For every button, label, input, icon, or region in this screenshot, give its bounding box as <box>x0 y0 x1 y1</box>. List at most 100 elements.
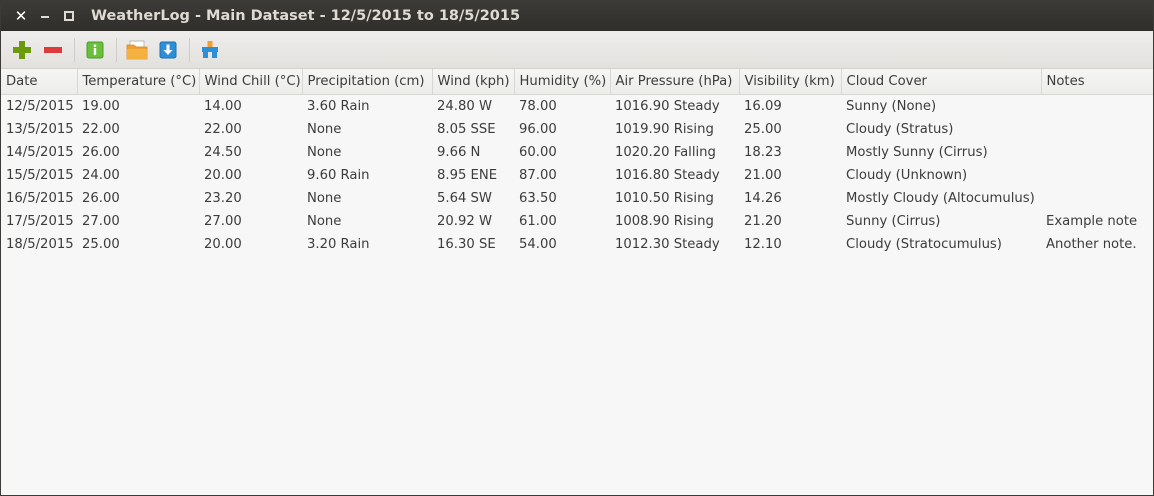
cell-cloud-cover: Sunny (Cirrus) <box>841 210 1041 233</box>
cell-humidity: 61.00 <box>514 210 610 233</box>
close-icon: ✕ <box>14 6 28 25</box>
cell-precipitation: 9.60 Rain <box>302 164 432 187</box>
cell-visibility: 16.09 <box>739 94 841 118</box>
cell-air-pressure: 1012.30 Steady <box>610 233 739 256</box>
table-row[interactable]: 15/5/2015 24.00 20.00 9.60 Rain 8.95 ENE… <box>1 164 1153 187</box>
info-icon <box>86 41 104 58</box>
cell-precipitation: None <box>302 118 432 141</box>
cell-visibility: 18.23 <box>739 141 841 164</box>
cell-precipitation: None <box>302 187 432 210</box>
maximize-icon <box>64 11 74 21</box>
download-icon <box>159 41 177 58</box>
cell-notes: Another note. <box>1041 233 1153 256</box>
column-header-wind[interactable]: Wind (kph) <box>432 69 515 95</box>
cell-wind: 20.92 W <box>432 210 514 233</box>
column-header-wind-chill[interactable]: Wind Chill (°C) <box>199 69 303 95</box>
cell-precipitation: 3.60 Rain <box>302 94 432 118</box>
cell-date: 14/5/2015 <box>1 141 77 164</box>
open-folder-icon <box>126 40 148 59</box>
column-header-cloud-cover[interactable]: Cloud Cover <box>841 69 1042 95</box>
cell-notes <box>1041 187 1153 210</box>
cell-temperature: 26.00 <box>77 141 199 164</box>
cell-notes <box>1041 118 1153 141</box>
cell-wind: 16.30 SE <box>432 233 514 256</box>
cell-cloud-cover: Mostly Cloudy (Altocumulus) <box>841 187 1041 210</box>
cell-air-pressure: 1010.50 Rising <box>610 187 739 210</box>
column-header-humidity[interactable]: Humidity (%) <box>514 69 611 95</box>
toolbar-separator <box>189 37 190 62</box>
remove-button[interactable] <box>42 39 64 61</box>
table-row[interactable]: 14/5/2015 26.00 24.50 None 9.66 N 60.00 … <box>1 141 1153 164</box>
cell-visibility: 14.26 <box>739 187 841 210</box>
minimize-window-button[interactable] <box>33 1 57 31</box>
remove-icon <box>44 46 62 53</box>
tools-icon <box>202 40 218 58</box>
cell-wind-chill: 24.50 <box>199 141 302 164</box>
cell-cloud-cover: Cloudy (Stratocumulus) <box>841 233 1041 256</box>
cell-date: 17/5/2015 <box>1 210 77 233</box>
cell-humidity: 96.00 <box>514 118 610 141</box>
table-row[interactable]: 18/5/2015 25.00 20.00 3.20 Rain 16.30 SE… <box>1 233 1153 256</box>
cell-air-pressure: 1016.90 Steady <box>610 94 739 118</box>
cell-wind-chill: 27.00 <box>199 210 302 233</box>
cell-temperature: 22.00 <box>77 118 199 141</box>
cell-temperature: 19.00 <box>77 94 199 118</box>
cell-humidity: 87.00 <box>514 164 610 187</box>
cell-wind: 9.66 N <box>432 141 514 164</box>
cell-cloud-cover: Cloudy (Unknown) <box>841 164 1041 187</box>
cell-air-pressure: 1020.20 Falling <box>610 141 739 164</box>
cell-notes <box>1041 164 1153 187</box>
cell-humidity: 63.50 <box>514 187 610 210</box>
cell-date: 15/5/2015 <box>1 164 77 187</box>
table-row[interactable]: 13/5/2015 22.00 22.00 None 8.05 SSE 96.0… <box>1 118 1153 141</box>
table-row[interactable]: 12/5/2015 19.00 14.00 3.60 Rain 24.80 W … <box>1 94 1153 118</box>
cell-precipitation: None <box>302 141 432 164</box>
column-header-notes[interactable]: Notes <box>1041 69 1153 95</box>
cell-wind-chill: 14.00 <box>199 94 302 118</box>
cell-precipitation: 3.20 Rain <box>302 233 432 256</box>
cell-wind-chill: 23.20 <box>199 187 302 210</box>
cell-air-pressure: 1008.90 Rising <box>610 210 739 233</box>
cell-temperature: 24.00 <box>77 164 199 187</box>
add-button[interactable] <box>11 39 33 61</box>
cell-wind-chill: 22.00 <box>199 118 302 141</box>
cell-visibility: 12.10 <box>739 233 841 256</box>
cell-precipitation: None <box>302 210 432 233</box>
cell-wind: 24.80 W <box>432 94 514 118</box>
column-header-temperature[interactable]: Temperature (°C) <box>77 69 200 95</box>
weather-data-table: Date Temperature (°C) Wind Chill (°C) Pr… <box>1 69 1153 256</box>
cell-date: 16/5/2015 <box>1 187 77 210</box>
cell-notes <box>1041 141 1153 164</box>
cell-notes <box>1041 94 1153 118</box>
column-header-date[interactable]: Date <box>1 69 78 95</box>
table-row[interactable]: 17/5/2015 27.00 27.00 None 20.92 W 61.00… <box>1 210 1153 233</box>
info-button[interactable] <box>84 39 106 61</box>
toolbar-separator <box>74 37 75 62</box>
close-window-button[interactable]: ✕ <box>9 1 33 31</box>
column-header-air-pressure[interactable]: Air Pressure (hPa) <box>610 69 740 95</box>
cell-air-pressure: 1016.80 Steady <box>610 164 739 187</box>
table-row[interactable]: 16/5/2015 26.00 23.20 None 5.64 SW 63.50… <box>1 187 1153 210</box>
toolbar-separator <box>116 37 117 62</box>
open-button[interactable] <box>126 39 148 61</box>
cell-cloud-cover: Mostly Sunny (Cirrus) <box>841 141 1041 164</box>
cell-date: 18/5/2015 <box>1 233 77 256</box>
column-header-visibility[interactable]: Visibility (km) <box>739 69 842 95</box>
cell-temperature: 27.00 <box>77 210 199 233</box>
maximize-window-button[interactable] <box>57 1 81 31</box>
cell-notes: Example note <box>1041 210 1153 233</box>
cell-visibility: 21.20 <box>739 210 841 233</box>
cell-wind: 8.05 SSE <box>432 118 514 141</box>
cell-humidity: 60.00 <box>514 141 610 164</box>
cell-wind-chill: 20.00 <box>199 233 302 256</box>
cell-temperature: 25.00 <box>77 233 199 256</box>
import-button[interactable] <box>157 39 179 61</box>
title-bar: ✕ WeatherLog - Main Dataset - 12/5/2015 … <box>1 1 1153 31</box>
cell-date: 12/5/2015 <box>1 94 77 118</box>
cell-cloud-cover: Sunny (None) <box>841 94 1041 118</box>
cell-visibility: 21.00 <box>739 164 841 187</box>
tools-button[interactable] <box>199 39 221 61</box>
cell-cloud-cover: Cloudy (Stratus) <box>841 118 1041 141</box>
add-icon <box>13 40 31 59</box>
column-header-precipitation[interactable]: Precipitation (cm) <box>302 69 433 95</box>
